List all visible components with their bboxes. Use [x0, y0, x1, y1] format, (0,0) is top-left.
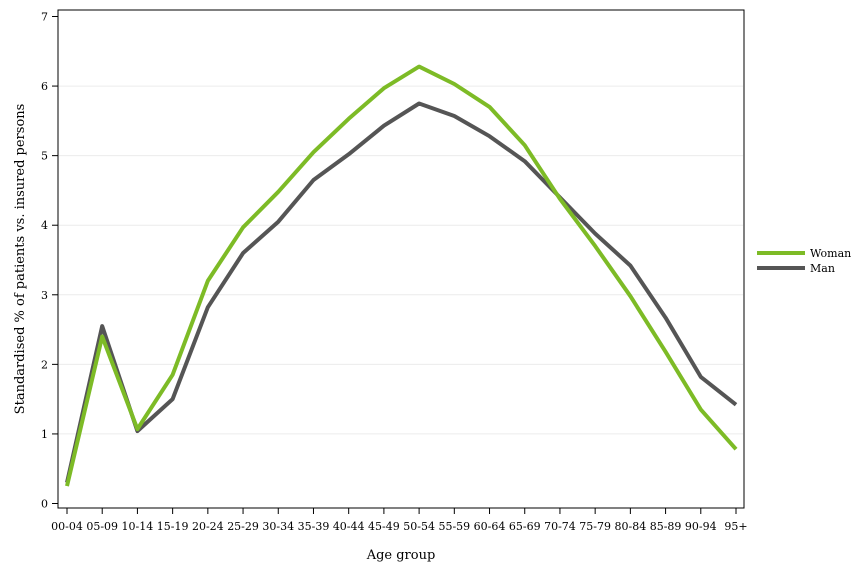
y-tick-label: 2	[41, 358, 48, 371]
series-line-man	[65, 101, 738, 484]
legend-label-man: Man	[810, 262, 835, 275]
x-tick-label: 85-89	[650, 520, 682, 533]
x-tick-label: 30-34	[262, 520, 294, 533]
x-tick-label: 55-59	[438, 520, 470, 533]
gridlines	[59, 85, 743, 435]
x-tick-label: 95+	[724, 520, 747, 533]
x-tick-label: 45-49	[368, 520, 400, 533]
series-lines	[65, 64, 738, 487]
x-tick-label: 15-19	[157, 520, 189, 533]
x-tick-label: 35-39	[298, 520, 330, 533]
x-tick-label: 25-29	[227, 520, 259, 533]
x-tick-label: 05-09	[86, 520, 118, 533]
series-line-woman	[65, 64, 738, 487]
legend: Woman Man	[757, 247, 851, 275]
x-tick-label: 75-79	[579, 520, 611, 533]
x-tick-label: 70-74	[544, 520, 576, 533]
x-tick-label: 10-14	[122, 520, 154, 533]
x-tick-label: 20-24	[192, 520, 224, 533]
x-tick-label: 65-69	[509, 520, 541, 533]
y-tick-label: 0	[41, 498, 48, 511]
y-tick-label: 3	[41, 289, 48, 302]
y-tick-label: 1	[41, 428, 48, 441]
x-tick-label: 50-54	[403, 520, 435, 533]
x-tick-label: 90-94	[685, 520, 717, 533]
y-tick-label: 4	[41, 219, 48, 232]
plot-area-frame	[57, 9, 745, 509]
y-axis-title: Standardised % of patients vs. insured p…	[13, 104, 28, 415]
y-tick-label: 6	[41, 80, 48, 93]
x-tick-label: 80-84	[615, 520, 647, 533]
legend-label-woman: Woman	[810, 247, 851, 260]
y-tick-label: 5	[41, 150, 48, 163]
x-tick-label: 00-04	[51, 520, 83, 533]
y-tick-label: 7	[41, 11, 48, 24]
x-axis-title: Age group	[366, 548, 436, 563]
x-axis: 00-04 05-09 10-14 15-19 20-24 25-29 30-34 35-39…	[51, 508, 748, 533]
y-axis: 0 1 2 3 4 5 6 7	[41, 11, 58, 511]
x-tick-label: 60-64	[474, 520, 506, 533]
x-tick-label: 40-44	[333, 520, 365, 533]
